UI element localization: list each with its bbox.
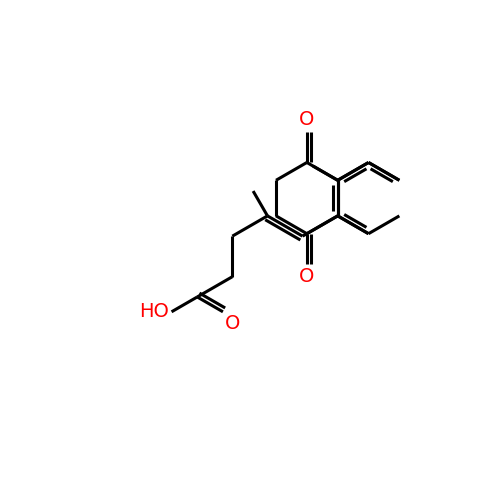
Text: HO: HO: [138, 302, 168, 322]
Text: O: O: [224, 314, 240, 334]
Text: O: O: [299, 110, 314, 129]
Text: O: O: [299, 268, 314, 286]
